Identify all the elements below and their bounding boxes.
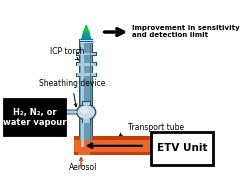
Bar bbox=[151, 132, 213, 165]
Polygon shape bbox=[79, 39, 93, 42]
Bar bbox=[74, 140, 154, 152]
Bar bbox=[80, 39, 92, 147]
Ellipse shape bbox=[80, 107, 89, 114]
Bar bbox=[81, 39, 84, 147]
Text: H₂, N₂, or
water vapour: H₂, N₂, or water vapour bbox=[3, 108, 66, 127]
Polygon shape bbox=[82, 32, 91, 39]
Bar bbox=[83, 102, 90, 105]
Bar bbox=[76, 52, 96, 56]
Text: ICP torch: ICP torch bbox=[50, 47, 84, 60]
Bar bbox=[79, 39, 93, 147]
Text: Sheathing device: Sheathing device bbox=[39, 79, 105, 107]
Ellipse shape bbox=[77, 104, 96, 120]
Bar bbox=[77, 63, 96, 66]
Bar bbox=[78, 145, 90, 155]
Text: ETV Unit: ETV Unit bbox=[157, 143, 207, 153]
Text: Aerosol: Aerosol bbox=[69, 163, 97, 173]
Bar bbox=[76, 62, 96, 67]
Bar bbox=[82, 118, 91, 123]
Bar bbox=[77, 73, 96, 76]
Bar bbox=[82, 101, 91, 106]
Bar bbox=[90, 39, 92, 147]
Bar bbox=[76, 73, 96, 77]
Text: Improvement in sensitivity
and detection limit: Improvement in sensitivity and detection… bbox=[132, 25, 240, 38]
Text: Transport tube: Transport tube bbox=[127, 123, 184, 132]
Bar bbox=[74, 136, 154, 155]
Polygon shape bbox=[84, 25, 89, 32]
Bar bbox=[77, 53, 96, 55]
Bar bbox=[4, 99, 65, 136]
Bar bbox=[83, 119, 90, 122]
Bar bbox=[74, 145, 93, 155]
